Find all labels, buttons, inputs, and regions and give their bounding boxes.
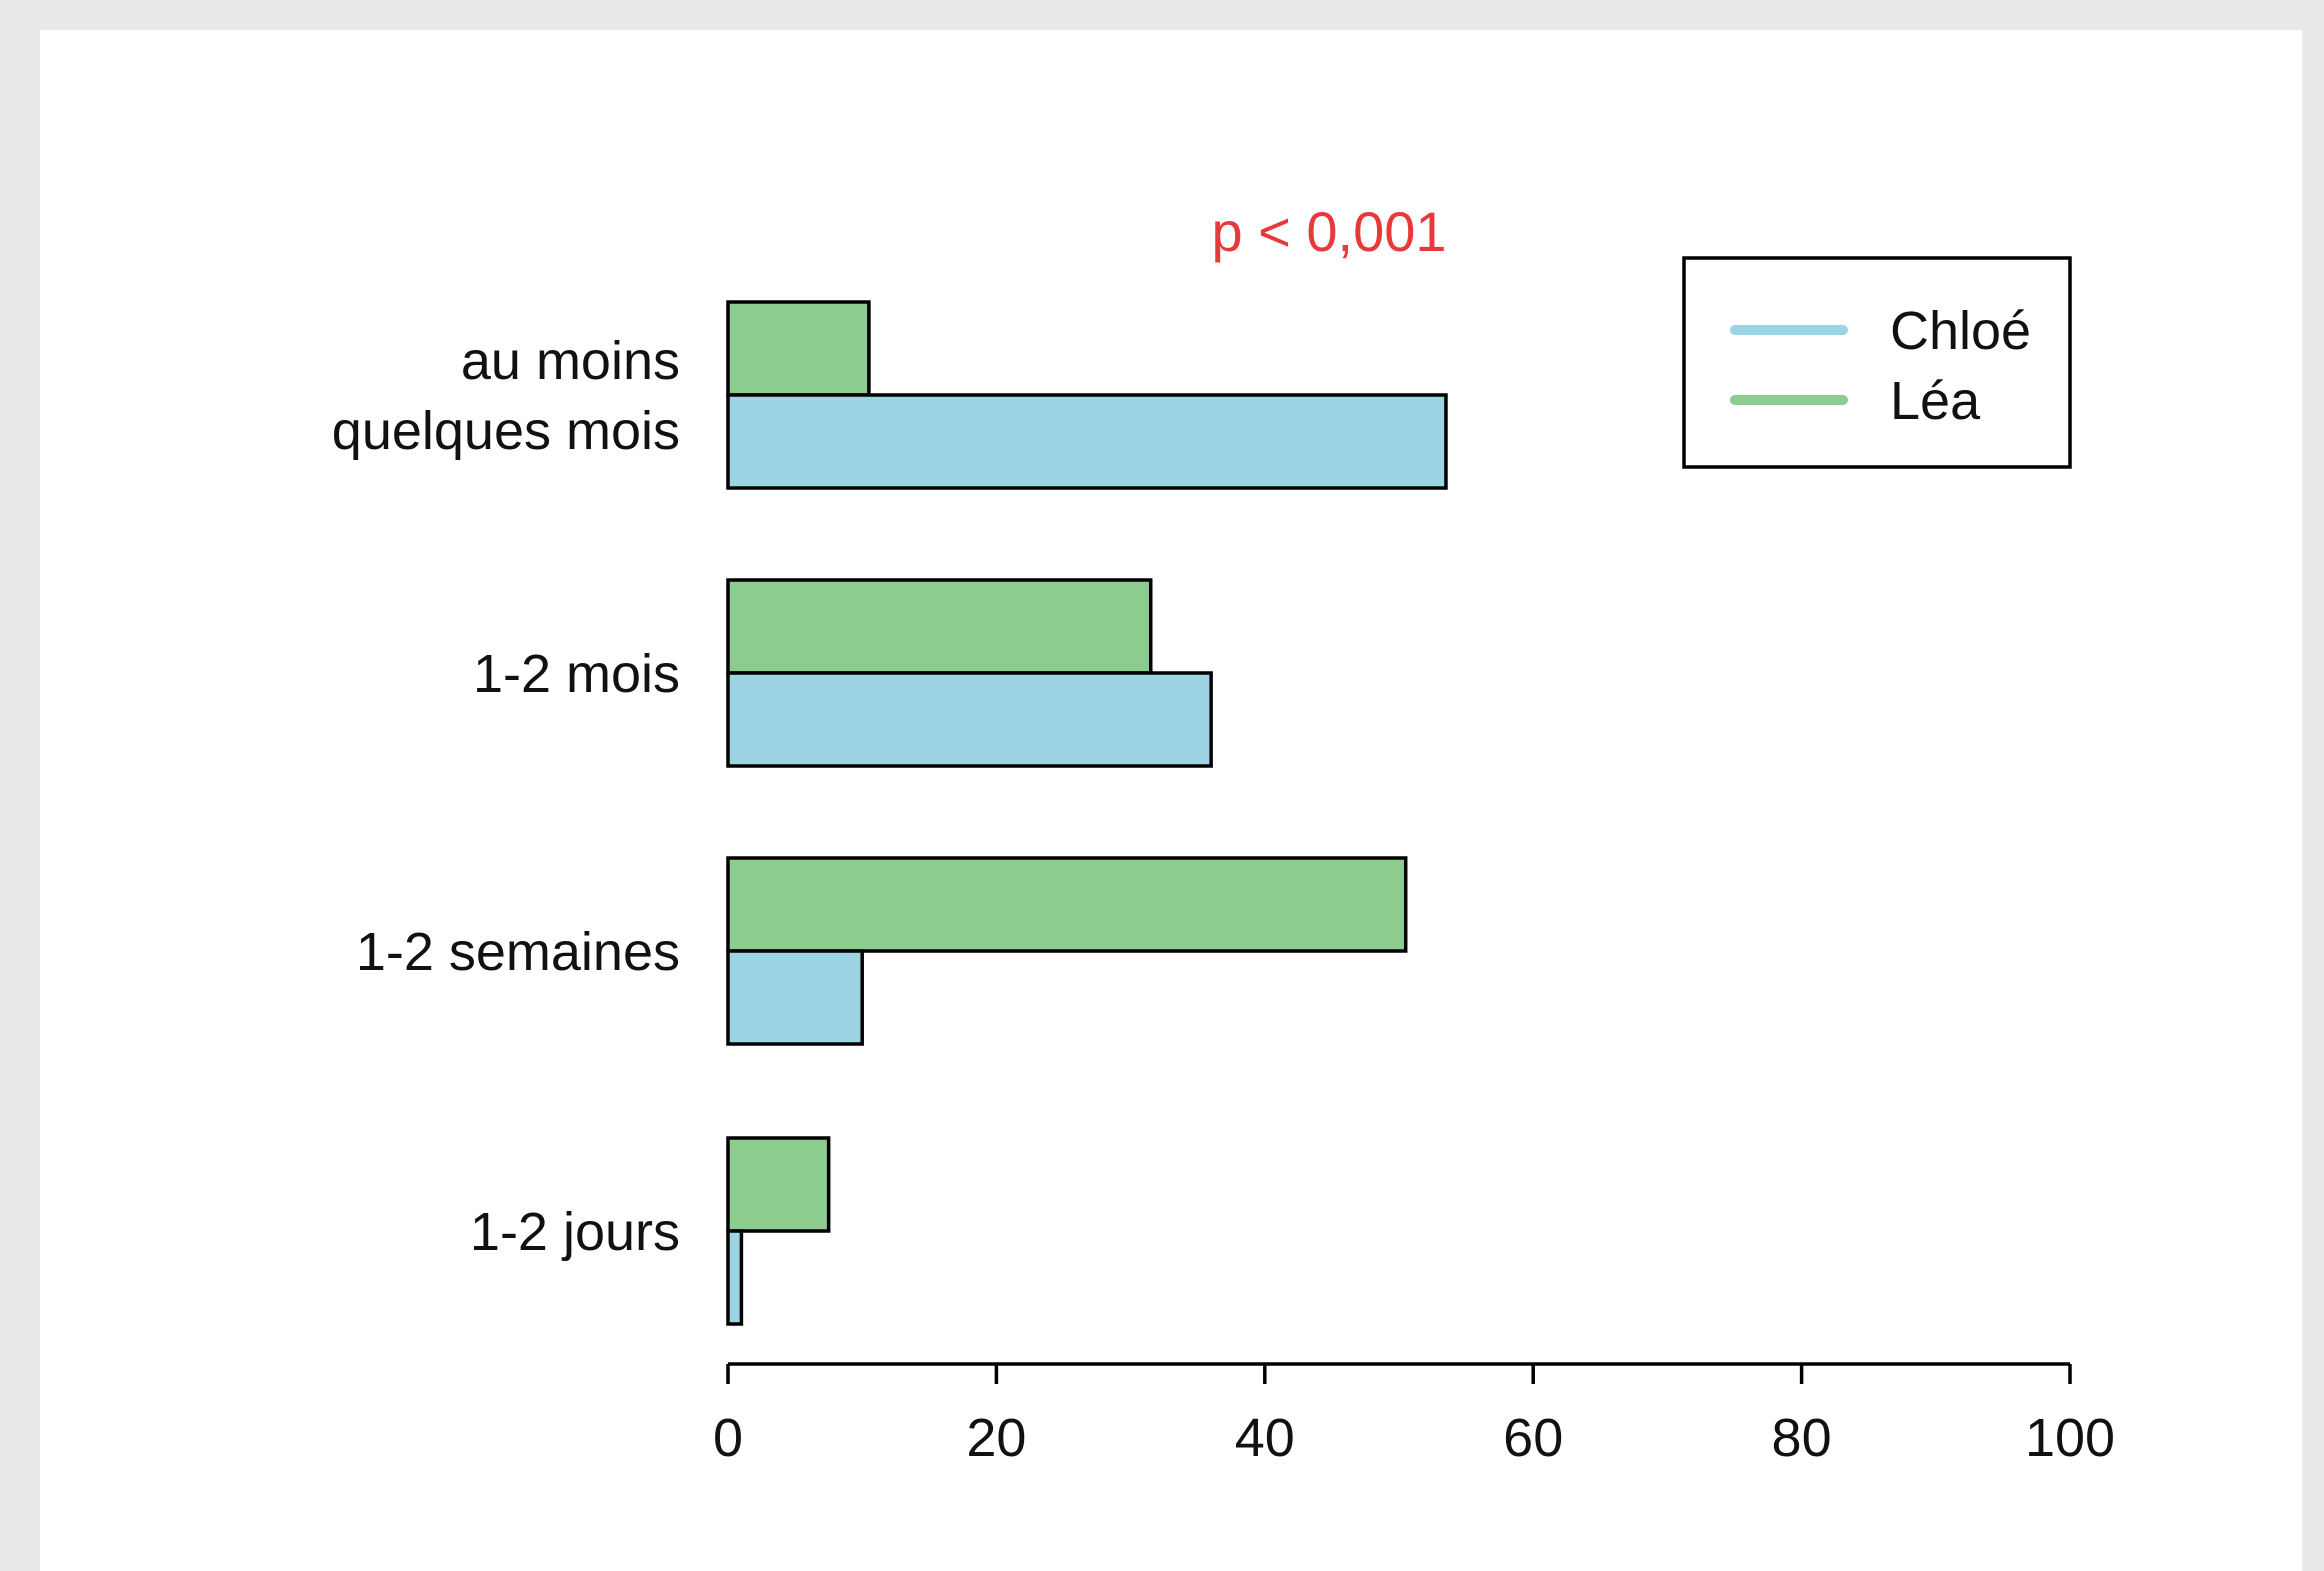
bar-chlo-4 xyxy=(726,1229,744,1326)
bar-chlo-1 xyxy=(726,393,1448,490)
legend: Chloé Léa xyxy=(1682,256,2072,469)
x-axis: 0 20 40 60 80 100 xyxy=(713,1362,2115,1468)
bar-la-3 xyxy=(726,856,1408,953)
bar-chlo-3 xyxy=(726,949,864,1046)
bars-group xyxy=(726,300,1448,1326)
category-label-1: quelques mois xyxy=(332,401,680,461)
legend-label-chlo: Chloé xyxy=(1890,301,2031,361)
chart-panel: p < 0,001 au moins quelques mois 1-2 mois 1… xyxy=(40,30,2302,1571)
x-tick-label-100: 100 xyxy=(2025,1408,2115,1468)
bar-chlo-2 xyxy=(726,671,1213,768)
category-label-4: 1-2 jours xyxy=(470,1202,680,1262)
p-value-annotation: p < 0,001 xyxy=(1211,200,1446,263)
x-tick-label-40: 40 xyxy=(1235,1408,1295,1468)
bar-chart: p < 0,001 au moins quelques mois 1-2 mois 1… xyxy=(332,200,2115,1468)
bar-la-4 xyxy=(726,1136,831,1233)
category-label-1: au moins xyxy=(461,331,680,391)
bar-la-2 xyxy=(726,578,1153,675)
legend-box xyxy=(1682,256,2072,469)
x-tick-label-0: 0 xyxy=(713,1408,743,1468)
category-labels: au moins quelques mois 1-2 mois 1-2 semaine… xyxy=(332,331,680,1262)
bar-la-1 xyxy=(726,300,871,397)
x-tick-label-20: 20 xyxy=(966,1408,1026,1468)
x-tick-label-60: 60 xyxy=(1503,1408,1563,1468)
category-label-3: 1-2 semaines xyxy=(356,922,680,982)
legend-label-la: Léa xyxy=(1890,371,1981,431)
category-label-2: 1-2 mois xyxy=(473,644,680,704)
x-tick-label-80: 80 xyxy=(1772,1408,1832,1468)
